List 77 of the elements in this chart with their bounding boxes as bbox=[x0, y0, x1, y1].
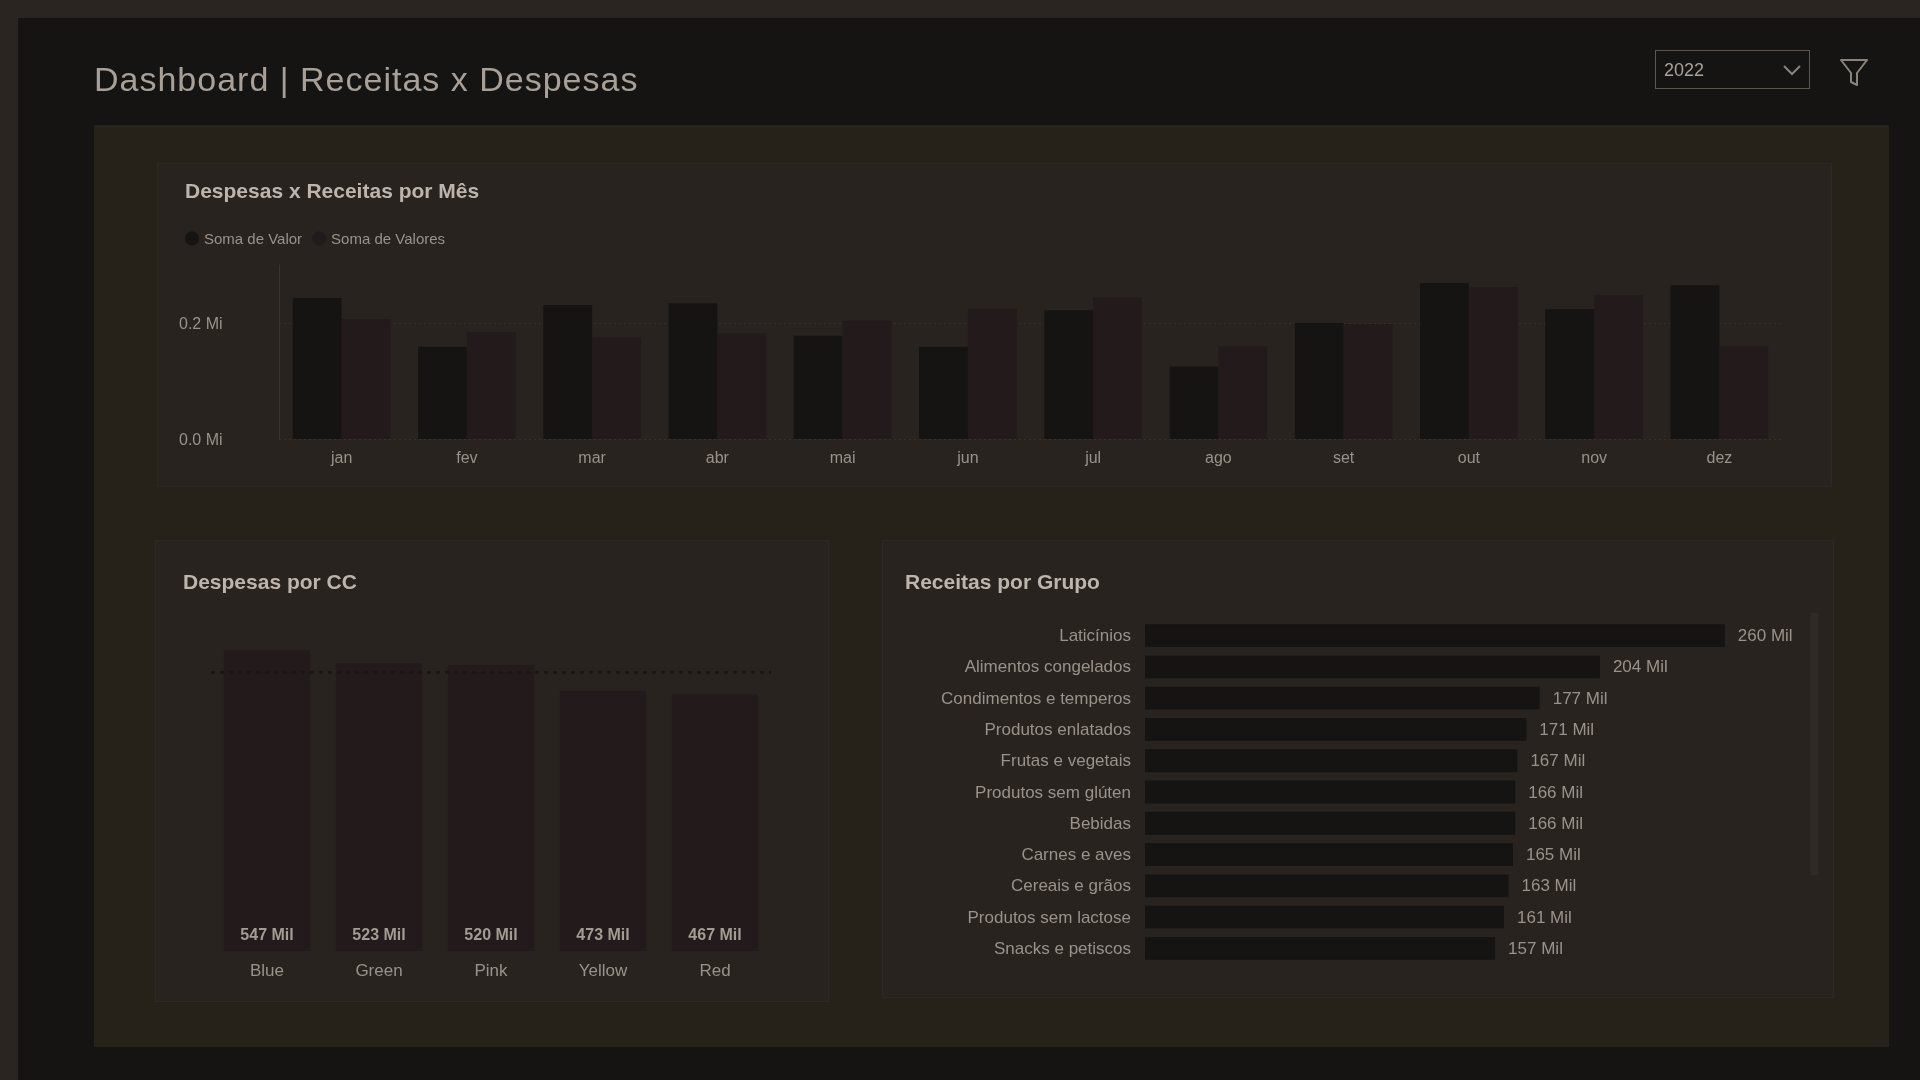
bar bbox=[1343, 324, 1393, 439]
legend-label: Soma de Valores bbox=[331, 230, 446, 247]
x-tick-label: Blue bbox=[249, 961, 285, 980]
x-tick-label: Red bbox=[699, 961, 731, 980]
y-tick-label: Laticínios bbox=[1059, 626, 1131, 646]
bar bbox=[668, 303, 718, 439]
data-label: 166 Mil bbox=[1528, 782, 1583, 802]
x-tick-label: mai bbox=[829, 448, 856, 466]
y-tick-label: Carnes e aves bbox=[1021, 845, 1131, 865]
bar bbox=[418, 346, 467, 439]
data-label: 171 Mil bbox=[1539, 719, 1595, 739]
x-tick-label: jan bbox=[329, 448, 353, 466]
bar bbox=[592, 337, 641, 439]
x-tick-label: fev bbox=[456, 448, 478, 466]
chart-title: Receitas por Grupo bbox=[905, 570, 1100, 593]
data-label: 520 Mil bbox=[464, 925, 518, 943]
data-label: 204 Mil bbox=[1612, 657, 1668, 677]
bar bbox=[717, 333, 767, 439]
data-label: 165 Mil bbox=[1525, 845, 1581, 865]
bar bbox=[842, 320, 892, 439]
x-tick-label: abr bbox=[705, 448, 730, 466]
data-label: 473 Mil bbox=[576, 925, 630, 943]
bar bbox=[967, 308, 1017, 439]
y-tick-label: Frutas e vegetais bbox=[1000, 751, 1131, 771]
x-tick-label: mar bbox=[578, 448, 607, 466]
x-tick-label: jun bbox=[956, 448, 979, 466]
data-label: 161 Mil bbox=[1517, 907, 1572, 927]
bar bbox=[1044, 310, 1094, 439]
bar bbox=[341, 318, 391, 439]
y-tick-label: Alimentos congelados bbox=[964, 657, 1131, 677]
x-tick-label: jul bbox=[1084, 448, 1102, 466]
bar bbox=[543, 305, 593, 439]
y-tick-label: Snacks e petiscos bbox=[993, 938, 1131, 958]
data-label: 467 Mil bbox=[688, 925, 742, 943]
x-tick-label: Yellow bbox=[578, 961, 628, 980]
chart-title: Despesas x Receitas por Mês bbox=[185, 179, 480, 202]
x-tick-label: Green bbox=[355, 961, 403, 980]
x-tick-label: out bbox=[1457, 448, 1481, 466]
y-tick-label: Produtos sem lactose bbox=[967, 907, 1131, 927]
bar bbox=[1545, 309, 1595, 439]
bar bbox=[1218, 346, 1268, 439]
data-label: 157 Mil bbox=[1508, 938, 1563, 958]
data-label: 167 Mil bbox=[1530, 751, 1586, 771]
dropdown: 2022 bbox=[1655, 50, 1810, 89]
y-tick-label: Condimentos e temperos bbox=[941, 688, 1131, 708]
x-tick-label: ago bbox=[1205, 448, 1232, 466]
y-tick-label: 0.0 Mi bbox=[179, 430, 223, 448]
bar bbox=[1420, 282, 1469, 439]
y-tick-label: Produtos enlatados bbox=[984, 719, 1131, 739]
bar bbox=[1468, 287, 1518, 439]
data-label: 177 Mil bbox=[1552, 688, 1608, 708]
bar bbox=[1093, 297, 1142, 439]
bar bbox=[466, 332, 516, 439]
text: Dashboard | Receitas x Despesas bbox=[94, 59, 639, 99]
bar bbox=[919, 346, 968, 439]
bar bbox=[1670, 285, 1720, 439]
data-label: 260 Mil bbox=[1737, 626, 1793, 646]
y-tick-label: Cereais e grãos bbox=[1010, 876, 1131, 896]
legend-label: Soma de Valor bbox=[204, 230, 303, 247]
bar bbox=[1169, 366, 1219, 439]
bar bbox=[1294, 323, 1344, 439]
y-tick-label: Bebidas bbox=[1069, 813, 1131, 833]
chart-title: Despesas por CC bbox=[183, 570, 357, 593]
y-tick-label: 0.2 Mi bbox=[179, 314, 223, 332]
data-label: 523 Mil bbox=[352, 925, 406, 943]
x-tick-label: nov bbox=[1581, 448, 1608, 466]
bar bbox=[1719, 346, 1769, 439]
bar bbox=[292, 298, 342, 439]
bar bbox=[793, 335, 843, 439]
x-tick-label: dez bbox=[1706, 448, 1733, 466]
y-tick-label: Produtos sem glúten bbox=[975, 782, 1131, 802]
x-tick-label: Pink bbox=[474, 961, 509, 980]
data-label: 163 Mil bbox=[1521, 876, 1577, 896]
data-label: 166 Mil bbox=[1528, 813, 1583, 833]
data-label: 547 Mil bbox=[240, 925, 294, 943]
bar bbox=[1594, 295, 1643, 439]
x-tick-label: set bbox=[1332, 448, 1355, 466]
